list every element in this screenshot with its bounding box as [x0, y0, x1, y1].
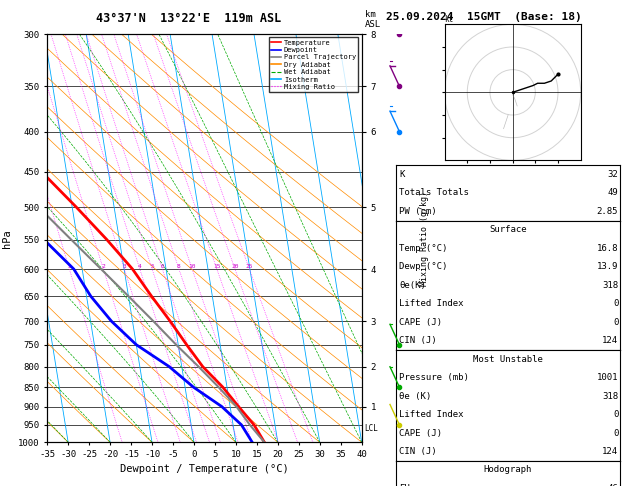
Text: Temp (°C): Temp (°C)	[399, 244, 448, 253]
Y-axis label: hPa: hPa	[3, 229, 13, 247]
Text: 25: 25	[245, 264, 253, 269]
Text: Dewp (°C): Dewp (°C)	[399, 262, 448, 271]
Text: LCL: LCL	[364, 424, 378, 433]
Text: 46: 46	[608, 484, 618, 486]
Text: Most Unstable: Most Unstable	[473, 355, 543, 364]
Text: 124: 124	[602, 336, 618, 345]
Text: CAPE (J): CAPE (J)	[399, 429, 442, 437]
Text: 318: 318	[602, 392, 618, 400]
Text: 16.8: 16.8	[597, 244, 618, 253]
Text: 2.85: 2.85	[597, 207, 618, 216]
Text: 2: 2	[101, 264, 105, 269]
Text: 25.09.2024  15GMT  (Base: 18): 25.09.2024 15GMT (Base: 18)	[386, 12, 582, 22]
Text: 43°37'N  13°22'E  119m ASL: 43°37'N 13°22'E 119m ASL	[96, 12, 281, 25]
Text: CAPE (J): CAPE (J)	[399, 318, 442, 327]
Text: 10: 10	[188, 264, 196, 269]
Legend: Temperature, Dewpoint, Parcel Trajectory, Dry Adiabat, Wet Adiabat, Isotherm, Mi: Temperature, Dewpoint, Parcel Trajectory…	[269, 37, 358, 92]
Text: θe (K): θe (K)	[399, 392, 431, 400]
Text: 3: 3	[123, 264, 126, 269]
Text: CIN (J): CIN (J)	[399, 336, 437, 345]
Text: Mixing Ratio (g/kg): Mixing Ratio (g/kg)	[420, 191, 429, 286]
Text: 32: 32	[608, 170, 618, 179]
Text: 49: 49	[608, 189, 618, 197]
Text: 124: 124	[602, 447, 618, 456]
Text: 318: 318	[602, 281, 618, 290]
Polygon shape	[390, 9, 395, 14]
Text: 1: 1	[67, 264, 71, 269]
Text: km
ASL: km ASL	[365, 10, 381, 29]
Text: 15: 15	[213, 264, 221, 269]
Text: 0: 0	[613, 429, 618, 437]
Text: K: K	[399, 170, 405, 179]
Text: 0: 0	[613, 410, 618, 419]
Text: PW (cm): PW (cm)	[399, 207, 437, 216]
Text: 1001: 1001	[597, 373, 618, 382]
Text: 0: 0	[613, 299, 618, 308]
Text: 20: 20	[231, 264, 239, 269]
Text: θe(K): θe(K)	[399, 281, 426, 290]
Text: Hodograph: Hodograph	[484, 466, 532, 474]
Text: kt: kt	[445, 15, 454, 24]
Text: Totals Totals: Totals Totals	[399, 189, 469, 197]
X-axis label: Dewpoint / Temperature (°C): Dewpoint / Temperature (°C)	[120, 465, 289, 474]
Text: 13.9: 13.9	[597, 262, 618, 271]
Text: Lifted Index: Lifted Index	[399, 299, 464, 308]
Text: Lifted Index: Lifted Index	[399, 410, 464, 419]
Text: EH: EH	[399, 484, 410, 486]
Text: 5: 5	[150, 264, 154, 269]
Text: 0: 0	[613, 318, 618, 327]
Text: 8: 8	[177, 264, 181, 269]
Text: CIN (J): CIN (J)	[399, 447, 437, 456]
Text: 4: 4	[138, 264, 142, 269]
Text: Surface: Surface	[489, 226, 526, 234]
Text: 6: 6	[160, 264, 164, 269]
Text: Pressure (mb): Pressure (mb)	[399, 373, 469, 382]
